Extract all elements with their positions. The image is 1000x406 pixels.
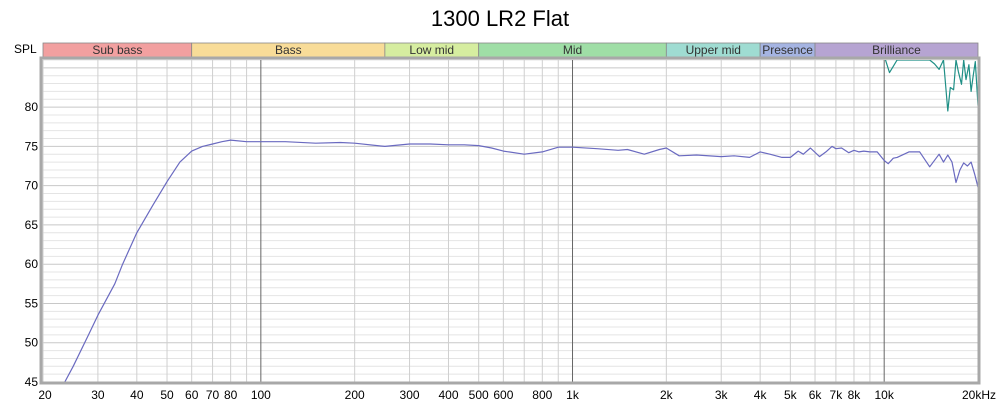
x-tick-label: 30 [91, 388, 105, 402]
y-tick-label: 45 [25, 375, 39, 389]
band-label: Mid [563, 43, 582, 57]
x-tick-label: 5k [784, 388, 798, 402]
x-tick-label: 600 [493, 388, 513, 402]
x-tick-label: 500 [469, 388, 489, 402]
y-tick-label: 60 [25, 257, 39, 271]
x-tick-label: 40 [130, 388, 144, 402]
x-axis-ticks: 20 30 40 50 60 70 80 100 200 300 400 500 600 800 1k 2k 3… [38, 388, 996, 402]
band-label: Bass [275, 43, 302, 57]
series-lines [64, 60, 978, 382]
y-axis-label: SPL [14, 42, 37, 56]
x-tick-label: 20 [38, 388, 52, 402]
band-label: Presence [762, 43, 813, 57]
y-tick-label: 70 [25, 179, 39, 193]
y-axis-ticks: 45 50 55 60 65 70 75 80 [25, 100, 39, 389]
x-tick-label: 800 [532, 388, 552, 402]
band-label: Upper mid [686, 43, 741, 57]
y-tick-label: 65 [25, 218, 39, 232]
series-line-2 [884, 60, 978, 112]
x-tick-label: 400 [438, 388, 458, 402]
frequency-bands: Sub bass Bass Low mid Mid Upper mid Presence B… [42, 42, 979, 58]
x-tick-label: 3k [715, 388, 729, 402]
y-tick-label: 80 [25, 100, 39, 114]
x-tick-label: 7k [830, 388, 844, 402]
x-tick-label: 20kHz [962, 388, 996, 402]
x-tick-label: 300 [400, 388, 420, 402]
series-line-1 [64, 139, 978, 382]
x-tick-label: 2k [660, 388, 674, 402]
band-label: Brilliance [872, 43, 921, 57]
plot-area [43, 60, 978, 382]
y-tick-label: 75 [25, 139, 39, 153]
band-label: Low mid [409, 43, 454, 57]
x-tick-label: 80 [224, 388, 238, 402]
plot-frame [39, 56, 981, 385]
x-tick-label: 10k [874, 388, 894, 402]
x-tick-label: 100 [251, 388, 271, 402]
x-tick-label: 4k [754, 388, 768, 402]
x-tick-label: 60 [185, 388, 199, 402]
y-tick-label: 55 [25, 296, 39, 310]
band-label: Sub bass [92, 43, 142, 57]
chart-title: 1300 LR2 Flat [430, 6, 570, 31]
x-tick-label: 6k [809, 388, 823, 402]
x-tick-label: 8k [848, 388, 862, 402]
y-tick-label: 50 [25, 336, 39, 350]
x-tick-label: 50 [160, 388, 174, 402]
x-tick-label: 70 [206, 388, 220, 402]
x-tick-label: 1k [566, 388, 580, 402]
grid-lines [42, 59, 979, 383]
x-tick-label: 200 [345, 388, 365, 402]
